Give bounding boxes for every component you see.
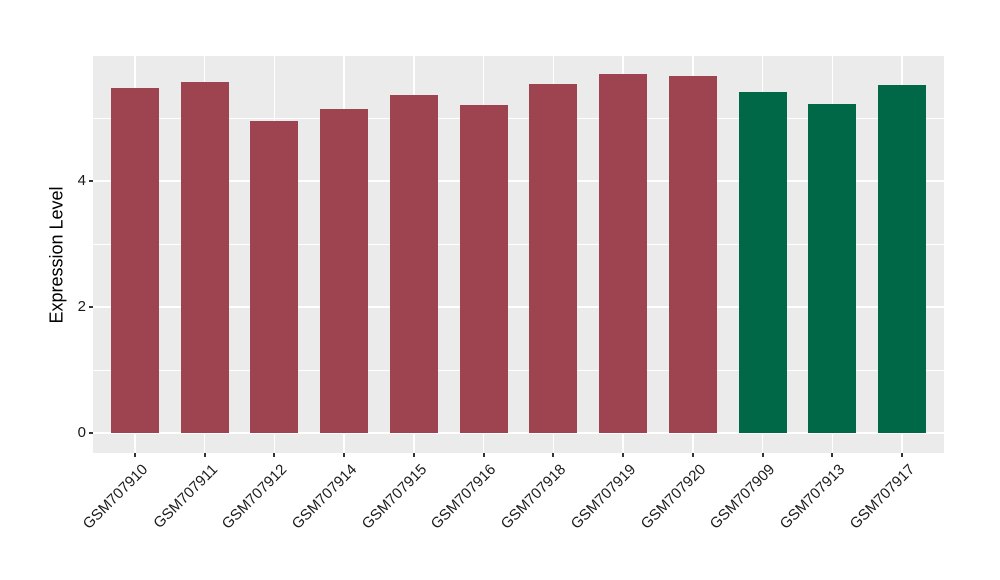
x-tick-label-GSM707911: GSM707911 xyxy=(149,461,221,532)
bar-GSM707916 xyxy=(459,105,508,434)
y-tick-label: 0 xyxy=(77,424,86,442)
x-axis-tick xyxy=(133,453,136,457)
bar-GSM707917 xyxy=(878,84,927,434)
gridline-major-horizontal xyxy=(93,306,944,309)
y-axis-tick xyxy=(89,306,93,309)
x-axis-tick xyxy=(831,453,834,457)
x-axis-tick xyxy=(761,453,764,457)
x-tick-label-GSM707913: GSM707913 xyxy=(776,461,849,533)
bar-GSM707914 xyxy=(320,108,369,434)
x-tick-label-GSM707916: GSM707916 xyxy=(428,461,500,533)
plot-panel xyxy=(93,56,944,453)
x-tick-label-GSM707920: GSM707920 xyxy=(637,461,709,533)
x-axis-tick xyxy=(412,453,415,457)
x-axis-tick xyxy=(482,453,485,457)
x-axis-tick xyxy=(273,453,276,457)
x-tick-label-GSM707917: GSM707917 xyxy=(846,461,919,533)
x-tick-label-GSM707910: GSM707910 xyxy=(79,461,151,533)
x-axis-tick xyxy=(343,453,346,457)
x-axis-tick xyxy=(203,453,206,457)
x-axis-tick xyxy=(622,453,625,457)
x-tick-label-GSM707914: GSM707914 xyxy=(288,461,361,533)
x-tick-label-GSM707919: GSM707919 xyxy=(567,461,640,533)
x-axis-tick xyxy=(901,453,904,457)
gridline-major-horizontal xyxy=(93,432,944,435)
y-axis-tick xyxy=(89,180,93,183)
bar-GSM707915 xyxy=(389,95,438,434)
x-tick-label-GSM707912: GSM707912 xyxy=(218,461,291,533)
x-axis-tick xyxy=(691,453,694,457)
gridline-minor-horizontal xyxy=(93,243,944,245)
gridline-minor-horizontal xyxy=(93,117,944,119)
y-tick-label: 2 xyxy=(77,298,86,316)
x-tick-label-GSM707915: GSM707915 xyxy=(358,461,430,533)
y-axis-tick xyxy=(89,432,93,435)
bar-GSM707919 xyxy=(599,74,648,434)
bar-GSM707909 xyxy=(738,91,787,434)
y-tick-label: 4 xyxy=(77,172,86,190)
bar-GSM707910 xyxy=(110,88,159,434)
x-tick-label-GSM707909: GSM707909 xyxy=(707,461,779,533)
bar-GSM707920 xyxy=(668,75,717,434)
bar-GSM707913 xyxy=(808,103,857,434)
x-tick-label-GSM707918: GSM707918 xyxy=(497,461,570,533)
bar-GSM707911 xyxy=(180,81,229,434)
bar-GSM707912 xyxy=(250,120,299,434)
x-axis-tick xyxy=(552,453,555,457)
gridline-minor-horizontal xyxy=(93,369,944,371)
bar-GSM707918 xyxy=(529,83,578,434)
gridline-major-horizontal xyxy=(93,180,944,183)
